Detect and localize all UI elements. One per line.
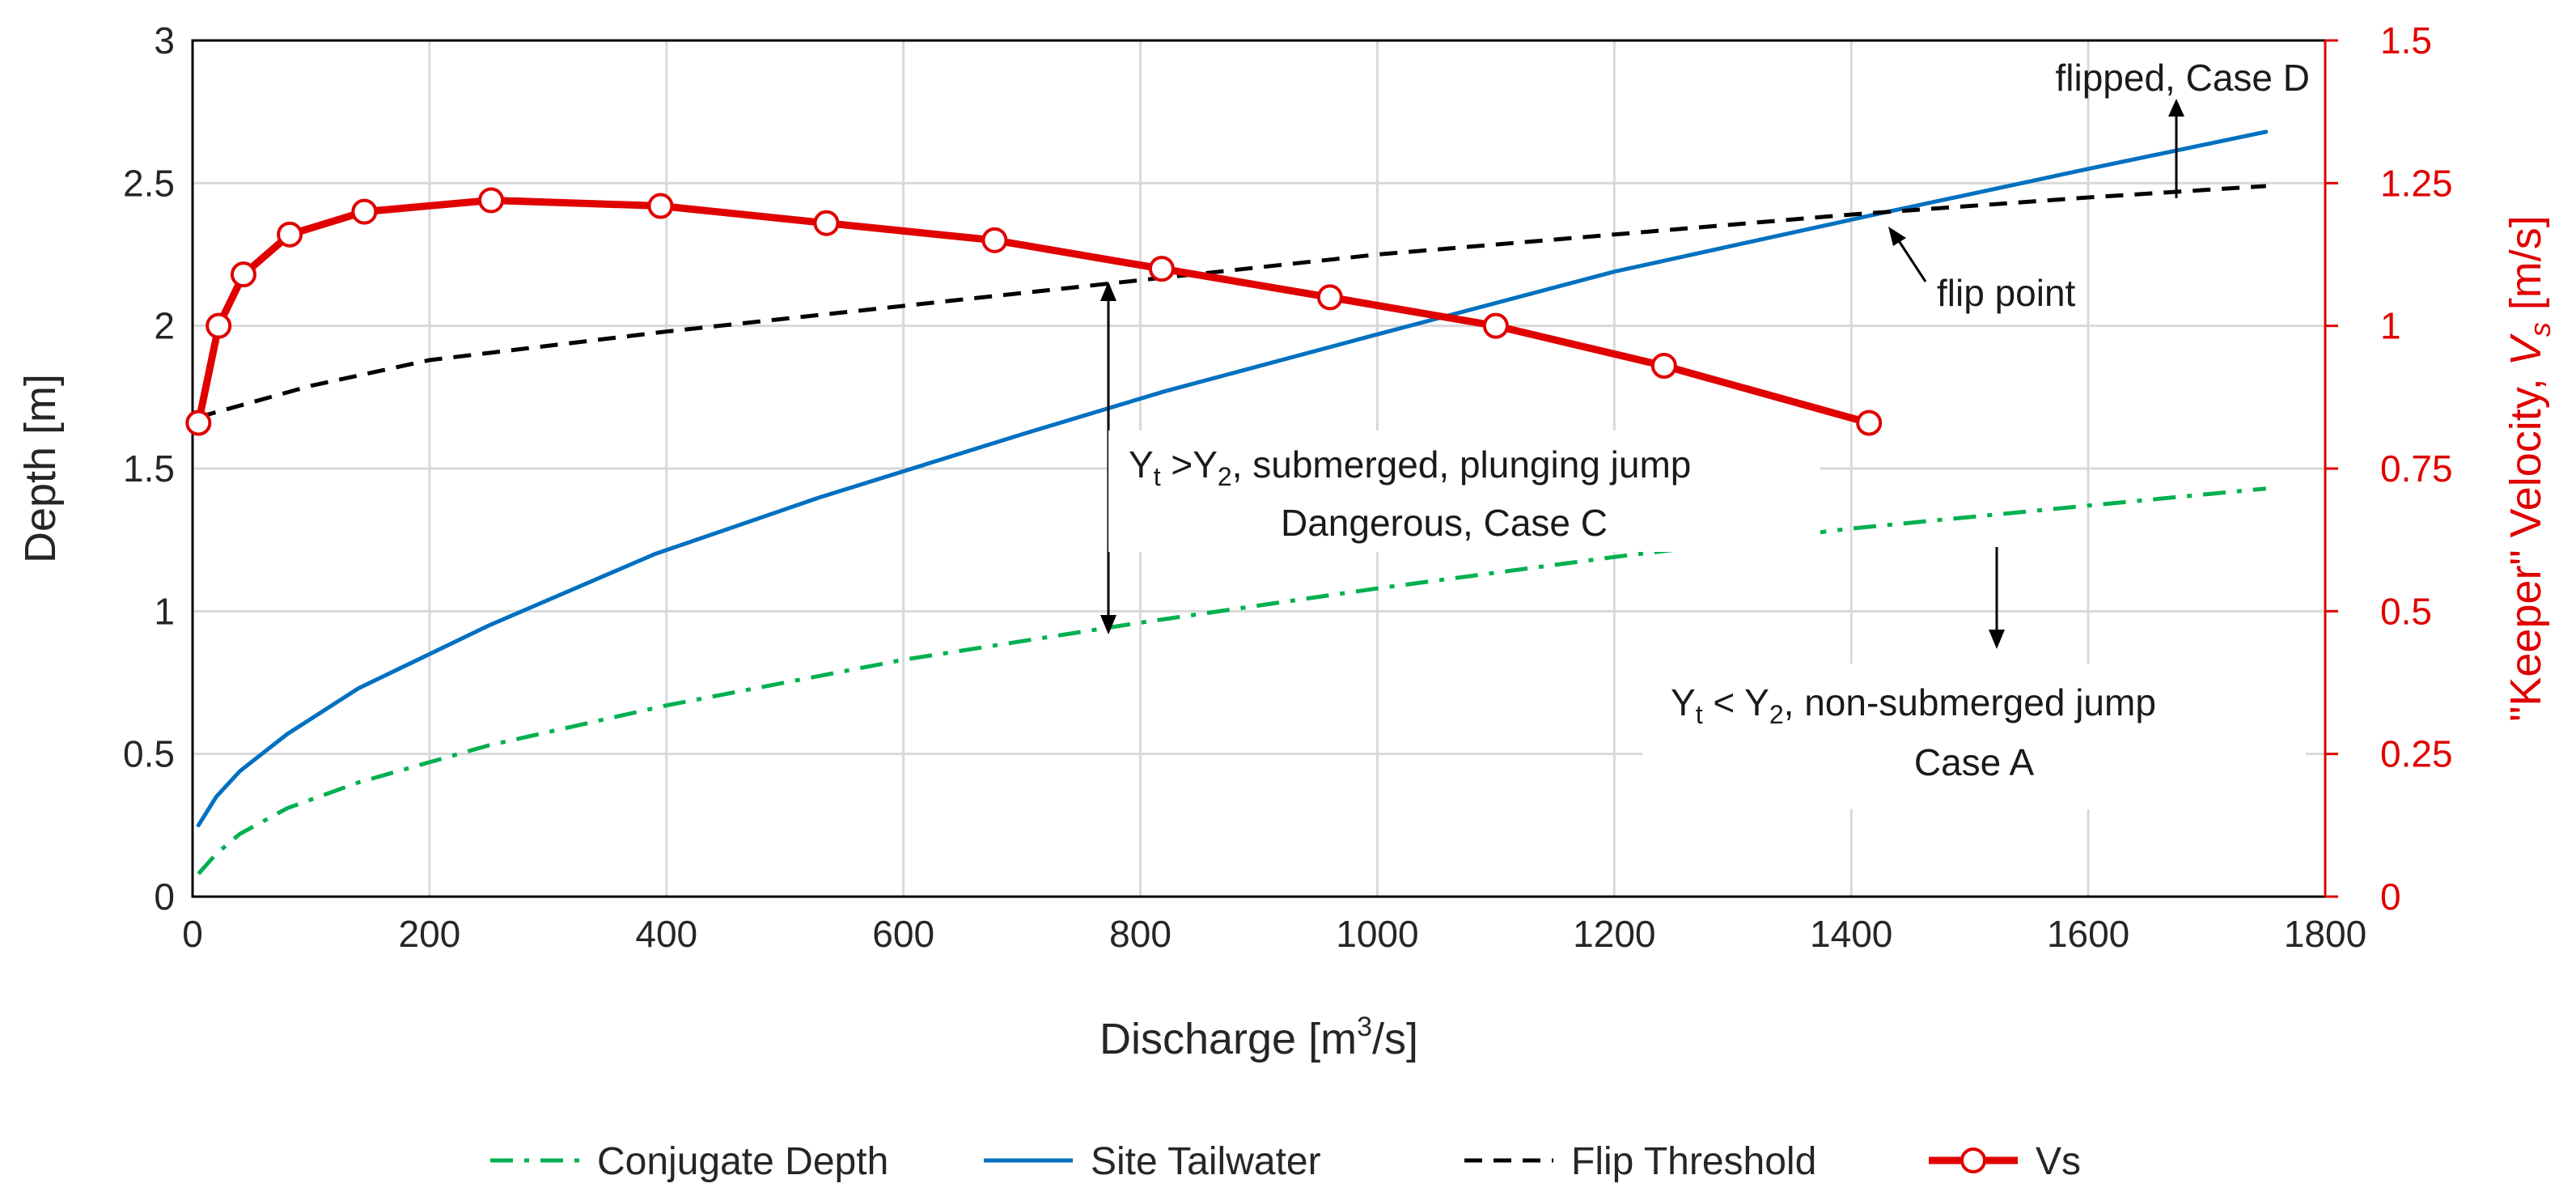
data-point-vs (1482, 312, 1509, 339)
x-tick-label: 1000 (1336, 913, 1418, 955)
x-tick-label: 800 (1109, 913, 1171, 955)
data-point-vs (277, 221, 303, 248)
y-left-tick-label: 2.5 (123, 162, 175, 204)
legend-marker-vs (1960, 1147, 1986, 1173)
nonsubmerged-arrowhead (1989, 630, 2005, 649)
right-axis-tickmarks (2325, 39, 2338, 898)
y-left-tick-labels: 0 0.5 1 1.5 2 2.5 3 (123, 19, 175, 918)
x-tick-label: 1200 (1573, 913, 1655, 955)
annotation-nonsubmerged-line2: Case A (1914, 741, 2035, 783)
submerged-arrowhead-bottom (1100, 615, 1116, 634)
y-right-tick-label: 0.75 (2380, 448, 2453, 490)
y-right-tick-label: 0.5 (2380, 590, 2432, 632)
y-left-tick-label: 0 (154, 876, 175, 918)
data-point-vs (351, 198, 378, 225)
annotation-flipped: flipped, Case D (2056, 57, 2311, 99)
x-tick-label: 0 (182, 913, 203, 955)
annotation-nonsubmerged-line1: Yt < Y2, non-submerged jump (1671, 681, 2156, 729)
flipped-arrowhead (2168, 99, 2184, 117)
flip-point-arrowhead (1888, 227, 1906, 246)
y-right-tick-label: 1.25 (2380, 162, 2453, 204)
annotation-submerged-line1: Yt >Y2, submerged, plunging jump (1129, 443, 1691, 491)
y-axis-right-title: "Keeper" Velocity, Vs [m/s] (2502, 215, 2557, 722)
flip-point-arrow (1893, 234, 1927, 282)
annotation-submerged-line2: Dangerous, Case C (1281, 502, 1608, 544)
y-axis-right-title-sub: s (2523, 322, 2557, 337)
x-axis-title: Discharge [m3/s] (1099, 1012, 1418, 1063)
y-left-tick-label: 0.5 (123, 733, 175, 775)
data-point-vs (813, 210, 840, 236)
y-left-tick-label: 1.5 (123, 448, 175, 490)
y-right-tick-label: 1.5 (2380, 19, 2432, 62)
annotation-flip-point: flip point (1937, 272, 2076, 314)
submerged-arrowhead-top (1100, 282, 1116, 301)
y-right-tick-label: 0 (2380, 876, 2401, 918)
data-point-vs (1316, 284, 1343, 311)
data-point-vs (230, 261, 256, 288)
y-right-tick-labels: 0 0.25 0.5 0.75 1 1.25 1.5 (2380, 19, 2453, 918)
annotation-nonsubmerged-bg (1642, 664, 2306, 809)
series-line-site-tailwater (196, 129, 2269, 828)
y-axis-right-title-var: V (2502, 333, 2550, 366)
x-tick-label: 400 (635, 913, 697, 955)
y-left-tick-label: 3 (154, 19, 175, 62)
data-point-vs (205, 312, 232, 339)
legend-label-site-tailwater: Site Tailwater (1091, 1140, 1321, 1183)
annotation-submerged-bg (1108, 431, 1820, 552)
data-point-vs (185, 409, 212, 436)
legend: Conjugate Depth Site Tailwater Flip Thresh… (490, 1140, 2081, 1183)
y-left-tick-label: 1 (154, 590, 175, 632)
x-tick-label: 200 (399, 913, 461, 955)
x-axis-title-superscript: 3 (1357, 1012, 1372, 1042)
legend-label-conjugate-depth: Conjugate Depth (597, 1140, 888, 1183)
data-point-vs (478, 187, 505, 214)
legend-label-flip-threshold: Flip Threshold (1571, 1140, 1816, 1183)
x-tick-label: 1400 (1810, 913, 1892, 955)
y-left-tick-label: 2 (154, 305, 175, 347)
data-point-vs (1856, 409, 1883, 436)
data-point-vs (647, 193, 674, 219)
y-right-tick-label: 1 (2380, 305, 2401, 347)
x-tick-label: 600 (872, 913, 934, 955)
y-axis-left-title: Depth [m] (16, 374, 65, 563)
x-tick-label: 1600 (2047, 913, 2129, 955)
legend-label-vs: Vs (2036, 1140, 2081, 1183)
x-tick-labels: 0 200 400 600 800 1000 1200 1400 1600 1800 (182, 913, 2366, 955)
y-right-tick-label: 0.25 (2380, 733, 2453, 775)
x-tick-label: 1800 (2284, 913, 2366, 955)
data-point-vs (1148, 256, 1175, 282)
data-point-vs (1650, 353, 1677, 380)
data-point-vs (981, 227, 1008, 253)
